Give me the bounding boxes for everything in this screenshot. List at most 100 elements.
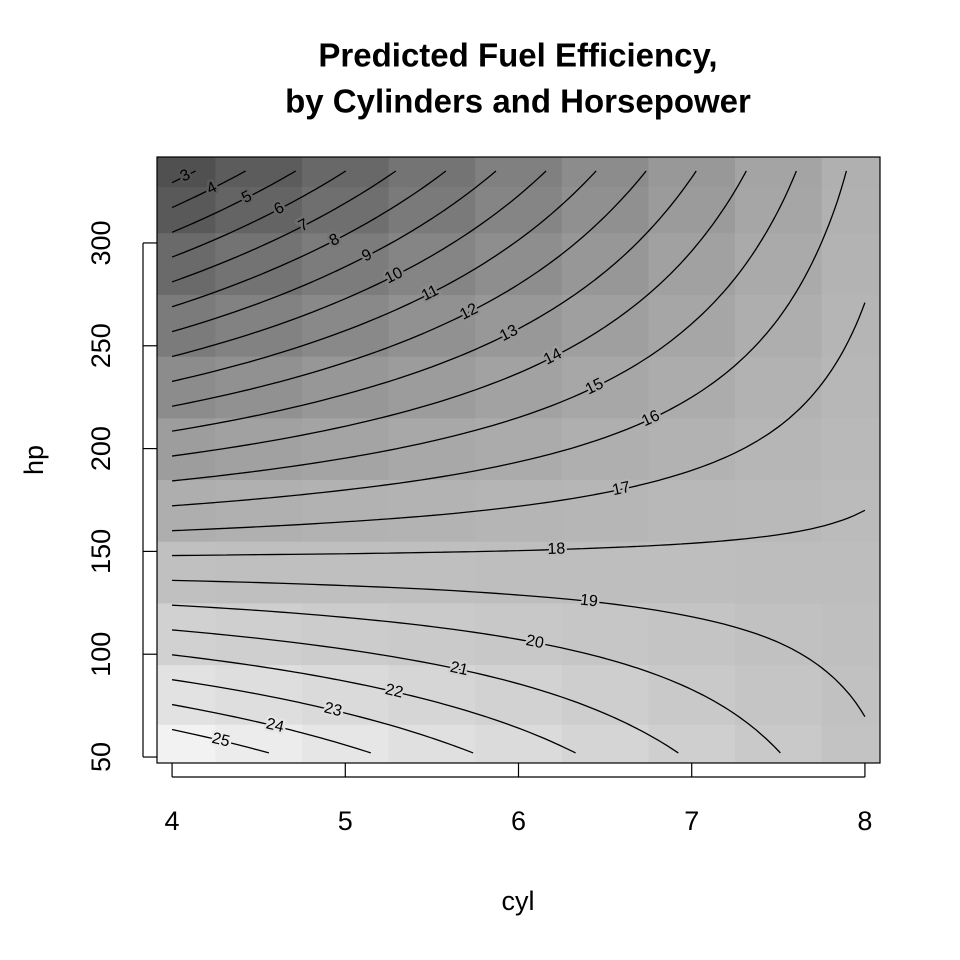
cell	[157, 664, 216, 725]
cell	[561, 664, 650, 725]
cell	[475, 157, 563, 188]
plot-frame	[156, 156, 881, 764]
y-tick-label: 300	[86, 220, 116, 265]
cell	[475, 417, 563, 481]
cell	[157, 602, 216, 666]
cell	[301, 602, 390, 666]
contour-line	[171, 170, 647, 407]
y-tick-label: 250	[86, 323, 116, 368]
cell	[388, 479, 476, 542]
contour-line	[171, 170, 246, 209]
contour-line	[171, 170, 547, 358]
chart-title: Predicted Fuel Efficiency,	[318, 37, 717, 74]
cell	[821, 602, 880, 666]
cell	[821, 157, 880, 188]
cell	[561, 186, 650, 234]
y-axis-label: hp	[19, 445, 49, 475]
contour-line	[172, 302, 866, 532]
cell	[735, 157, 823, 188]
contour-line	[171, 170, 747, 457]
cell	[388, 294, 476, 357]
raster	[157, 157, 880, 763]
contour-line	[172, 629, 679, 754]
cell	[388, 232, 476, 295]
cell	[215, 157, 303, 188]
cell	[561, 294, 650, 357]
cell	[648, 157, 736, 188]
cell	[475, 602, 563, 666]
cell	[821, 232, 880, 295]
cell	[215, 186, 303, 234]
contour-label: 18	[547, 540, 565, 558]
x-tick-label: 8	[857, 806, 872, 836]
cell	[561, 602, 650, 666]
cell	[388, 157, 476, 188]
contour-line	[171, 170, 597, 383]
cell	[475, 664, 563, 725]
cell	[475, 724, 563, 763]
contour-label: 20	[524, 632, 545, 652]
cell	[157, 157, 216, 188]
cell	[301, 356, 390, 419]
contour-line	[172, 604, 781, 754]
cell	[215, 724, 303, 763]
cell	[301, 664, 390, 725]
cell	[301, 294, 390, 357]
cell	[215, 417, 303, 481]
contour-line	[171, 170, 196, 184]
contour-line	[172, 170, 797, 482]
cell	[561, 541, 650, 604]
contour-line	[172, 170, 848, 507]
cell	[561, 232, 650, 295]
cell	[821, 541, 880, 604]
cell	[388, 356, 476, 419]
cell	[301, 479, 390, 542]
contour-line	[171, 170, 447, 308]
cell	[648, 479, 736, 542]
cell	[821, 186, 880, 234]
cell	[648, 664, 736, 725]
contour-line	[171, 728, 270, 754]
x-tick-label: 7	[684, 806, 699, 836]
x-axis-label: cyl	[502, 886, 535, 916]
cell	[301, 541, 390, 604]
cell	[388, 602, 476, 666]
y-tick-label: 50	[86, 742, 116, 772]
cell	[301, 724, 390, 763]
y-tick-label: 150	[86, 529, 116, 574]
cell	[735, 232, 823, 295]
cell	[388, 417, 476, 481]
cell	[735, 294, 823, 357]
cell	[215, 541, 303, 604]
cell	[821, 294, 880, 357]
cell	[821, 417, 880, 481]
contour-line	[172, 579, 866, 718]
cell	[157, 294, 216, 357]
contour-line	[171, 170, 347, 258]
cell	[735, 417, 823, 481]
cell	[388, 724, 476, 763]
x-tick-label: 4	[165, 806, 180, 836]
cell	[821, 356, 880, 419]
cell	[157, 356, 216, 419]
contour-line	[171, 170, 397, 283]
contour-label: 19	[579, 592, 599, 611]
cell	[388, 186, 476, 234]
cell	[157, 724, 216, 763]
cell	[735, 541, 823, 604]
contour-line	[171, 703, 371, 754]
cell	[648, 356, 736, 419]
axes: 4 5 6 7 8 50 100 150 200 250 300	[86, 220, 872, 836]
cell	[648, 186, 736, 234]
contour-line	[171, 170, 697, 432]
cell	[475, 186, 563, 234]
cell	[821, 724, 880, 763]
cell	[648, 602, 736, 666]
cell	[648, 541, 736, 604]
cell	[561, 479, 650, 542]
contour-line	[171, 679, 474, 754]
contour-line	[171, 170, 297, 233]
cell	[301, 186, 390, 234]
cell	[388, 664, 476, 725]
